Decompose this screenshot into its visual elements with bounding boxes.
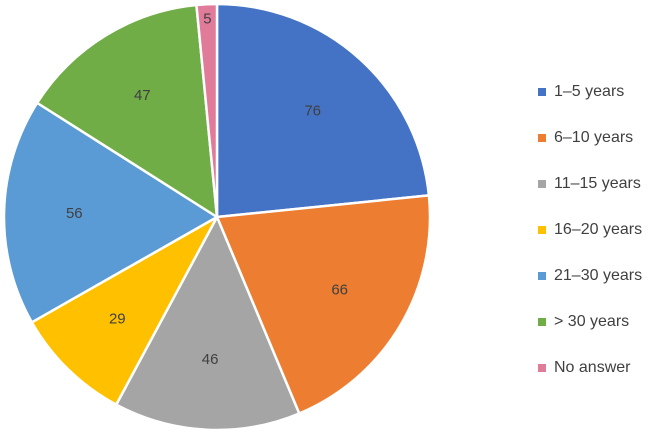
legend-item-no-answer: No answer [538,356,663,380]
legend-swatch [538,318,546,326]
legend-swatch [538,180,546,188]
slice-data-label: 76 [304,103,321,120]
legend-label: > 30 years [554,313,630,330]
legend-item-16-20-years: 16–20 years [538,218,663,242]
slice-data-label: 29 [109,311,126,328]
pie-slice-3 [114,215,301,432]
legend-swatch [538,272,546,280]
legend-item-11-15-years: 11–15 years [538,172,663,196]
pie-slice-2 [215,194,432,415]
slice-data-label: 47 [134,87,151,104]
pie-slice-6 [35,3,219,219]
legend-item-1-5-years: 1–5 years [538,80,663,104]
slice-data-label: 5 [203,11,211,28]
pie-slice-5 [2,101,219,324]
slice-data-label: 46 [202,351,219,368]
legend-item-6-10-years: 6–10 years [538,126,663,150]
legend-label: 1–5 years [554,83,625,100]
legend-item-21-30-years: 21–30 years [538,264,663,288]
legend-label: 11–15 years [554,175,641,192]
legend-swatch [538,364,546,372]
legend-label: 21–30 years [554,267,643,284]
legend-label: 6–10 years [554,129,634,146]
legend-swatch [538,88,546,96]
legend-label: No answer [554,359,631,376]
pie-slice-1 [215,2,431,219]
legend-swatch [538,134,546,142]
pie-slice-4 [30,215,219,406]
slice-data-label: 56 [66,205,83,222]
pie-slice-7 [195,2,219,219]
legend-label: 16–20 years [554,221,643,238]
slice-data-label: 66 [331,281,348,298]
legend-item-over-30-years: > 30 years [538,310,663,334]
legend-swatch [538,226,546,234]
chart-legend: 1–5 years 6–10 years 11–15 years 16–20 y… [538,80,663,402]
